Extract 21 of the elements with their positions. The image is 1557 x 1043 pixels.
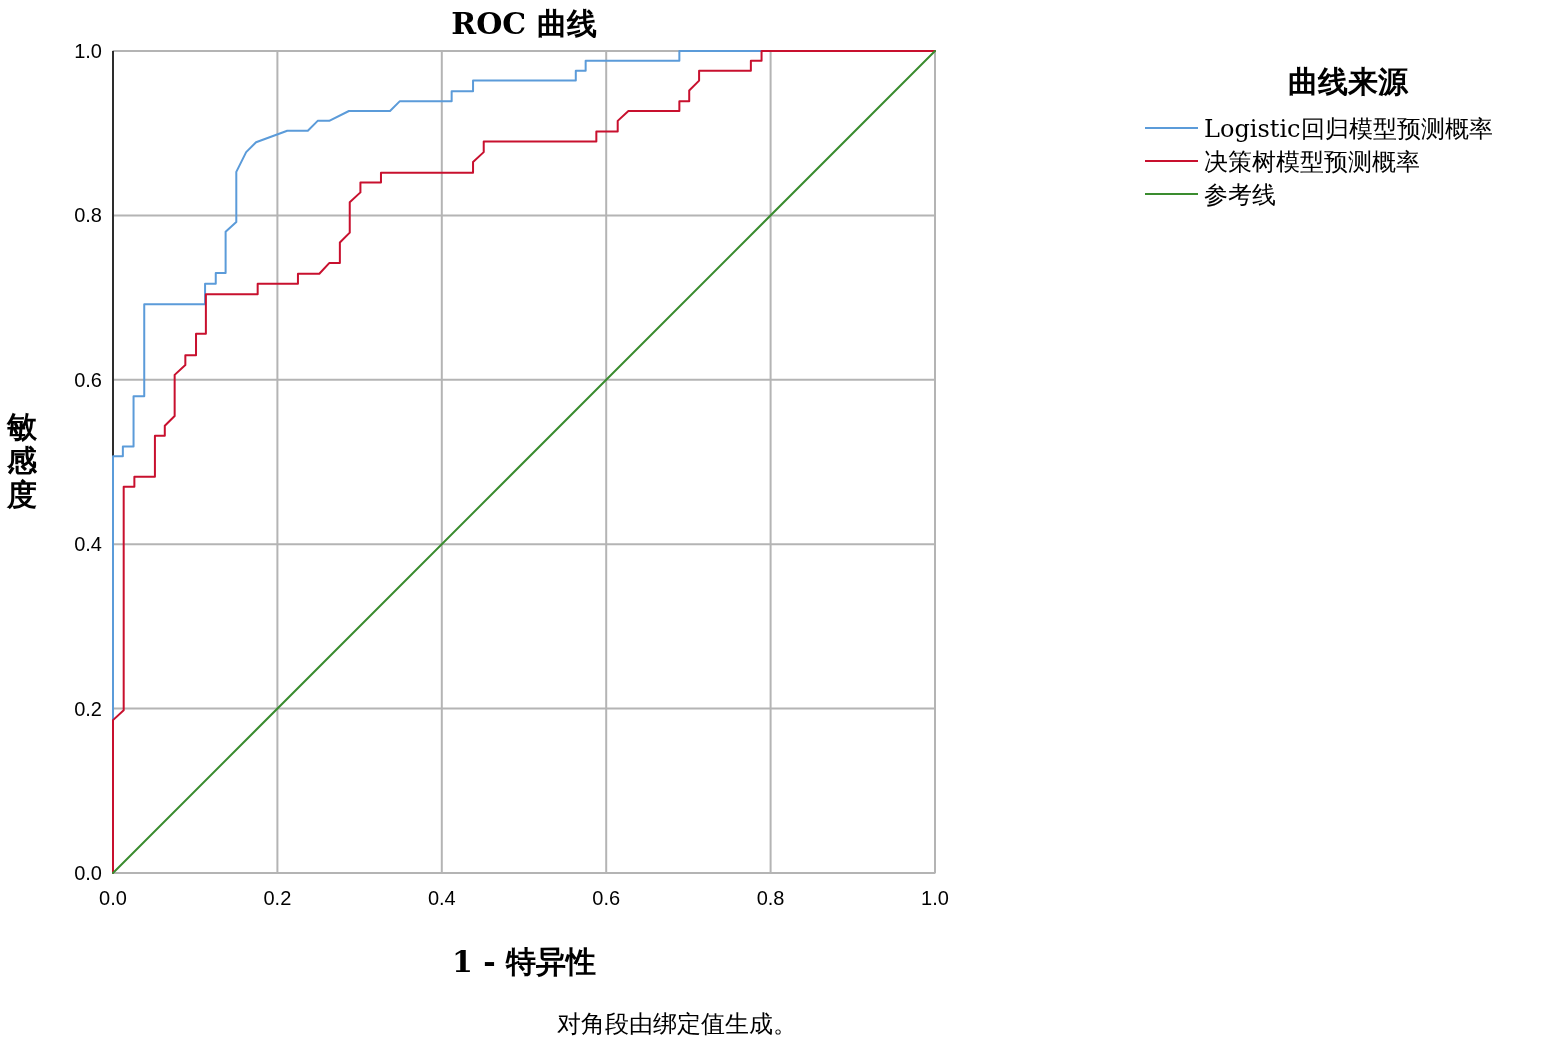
y-tick-label: 0.6 [74, 368, 102, 391]
legend-title: 曲线来源 [1288, 64, 1409, 99]
line-series [112, 50, 936, 874]
y-tick-label: 0.4 [74, 533, 102, 556]
legend-label: Logistic回归模型预测概率 [1204, 115, 1493, 143]
x-axis-title: 1 - 特异性 [451, 944, 597, 979]
y-tick-label: 0.2 [74, 697, 102, 720]
text: 对角段由绑定值生成。 [557, 1010, 797, 1038]
x-tick-label: 0.8 [756, 887, 785, 909]
x-tick-label: 0.0 [99, 887, 127, 909]
y-tick-label: 0.0 [74, 862, 102, 884]
y-tick-label: 0.8 [74, 204, 102, 227]
x-tick-label: 0.4 [427, 887, 456, 909]
x-tick-label: 0.2 [263, 887, 292, 909]
x-tick-label: 0.6 [592, 887, 621, 909]
chart-title: ROC 曲线 [451, 6, 597, 41]
y-tick-label: 1.0 [74, 40, 102, 62]
x-tick-label: 1.0 [921, 887, 949, 909]
legend-label: 参考线 [1204, 181, 1276, 209]
legend-label: 决策树模型预测概率 [1204, 148, 1420, 176]
y-axis-title: 敏感度 [6, 409, 38, 512]
